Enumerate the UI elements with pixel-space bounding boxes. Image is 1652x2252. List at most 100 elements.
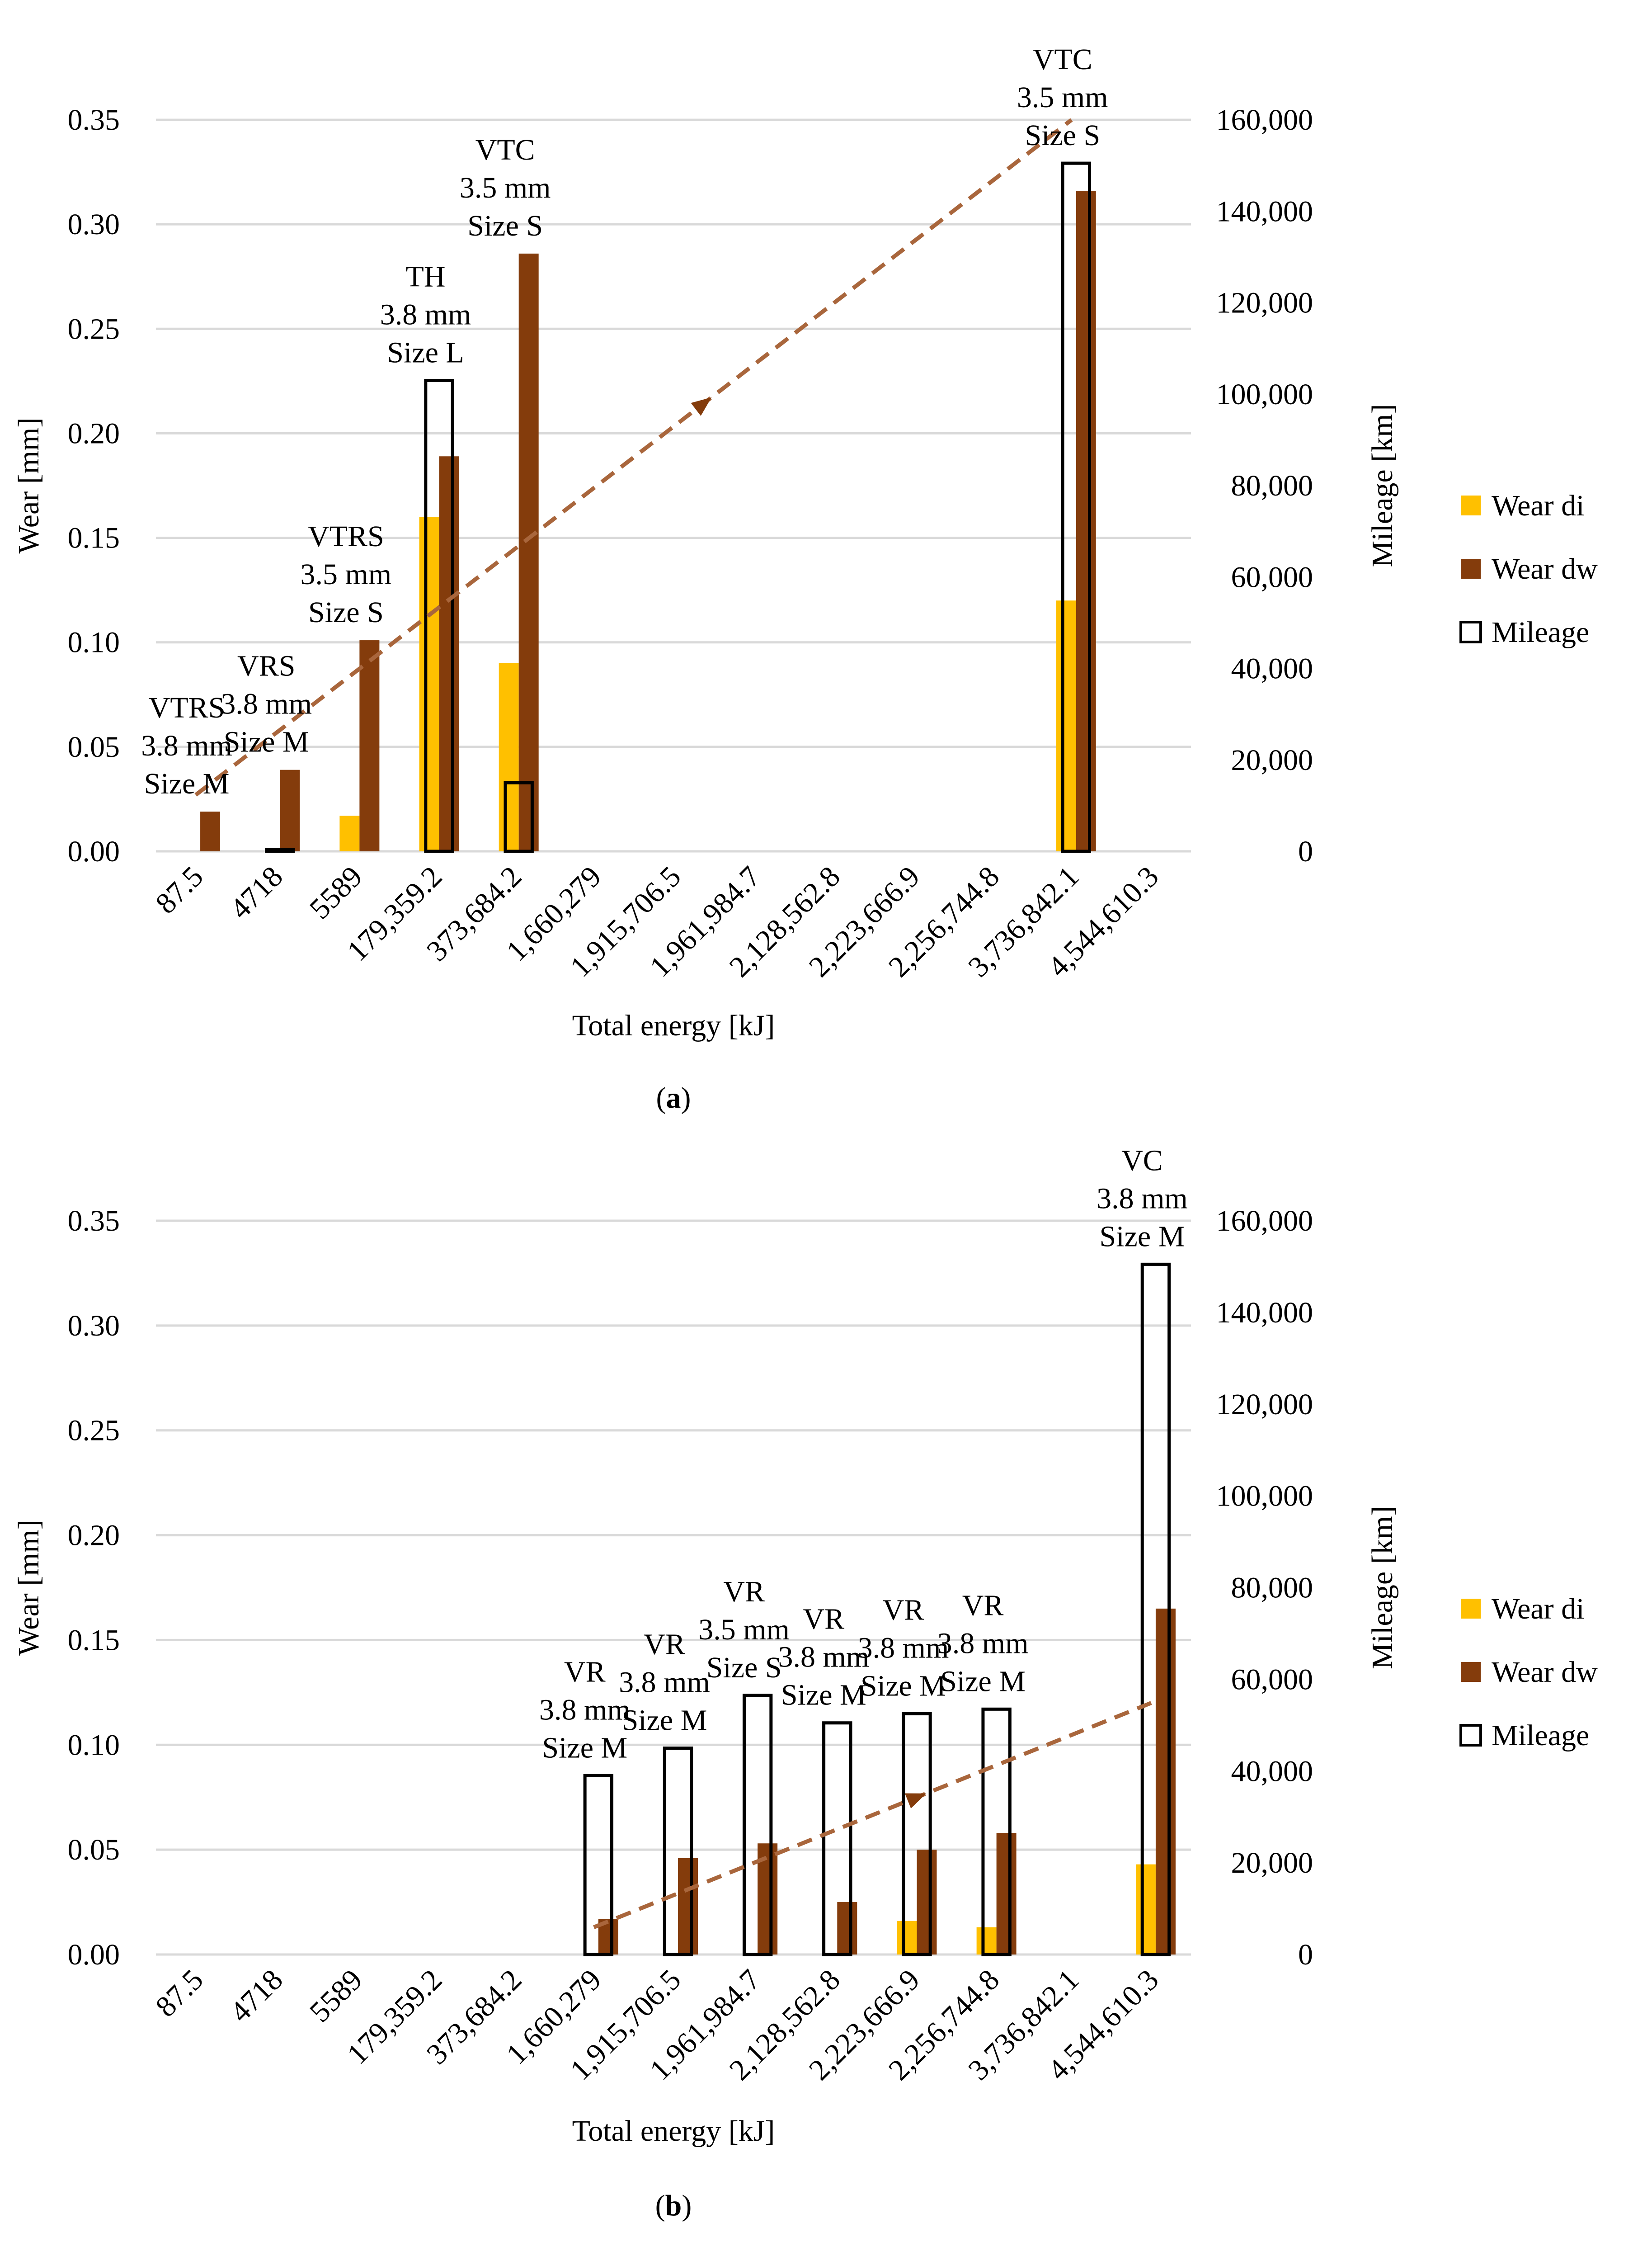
- annotation-label: 3.8 mm: [619, 1666, 710, 1699]
- annotation-label: Size M: [1100, 1220, 1185, 1253]
- panel-label-letter: b: [665, 2189, 682, 2222]
- y-left-axis-title: Wear [mm]: [12, 1520, 45, 1656]
- annotation-label: 3.8 mm: [858, 1631, 949, 1664]
- y-right-tick-label: 160,000: [1216, 104, 1313, 137]
- trend-arrow-icon: [691, 397, 712, 416]
- panel-label-close: ): [681, 1081, 691, 1114]
- annotation-label: VRS: [237, 650, 295, 683]
- y-left-tick-label: 0.25: [68, 1414, 120, 1447]
- y-right-tick-label: 80,000: [1231, 469, 1313, 502]
- y-right-tick-label: 100,000: [1216, 378, 1313, 411]
- chart-panel-b: 0.00 0.05 0.10 0.15 0.20 0.25 0.30 0.35 0 20,000 4…: [12, 1144, 1598, 2222]
- x-tick-label: 5589: [303, 1963, 369, 2029]
- y-left-tick-label: 0.05: [68, 731, 120, 764]
- y-left-tick-label: 0.15: [68, 522, 120, 555]
- annotation-label: 3.5 mm: [460, 171, 551, 204]
- bar-wear-dw: [837, 1902, 857, 1955]
- y-left-axis-title: Wear [mm]: [12, 418, 45, 554]
- y-left-tick-label: 0.35: [68, 1204, 120, 1237]
- trend-line: [194, 118, 1073, 797]
- bar-wear-dw: [917, 1850, 937, 1955]
- bar-wear-dw: [200, 812, 221, 851]
- annotation-label: Size S: [706, 1651, 782, 1684]
- annotation-label: 3.5 mm: [698, 1613, 790, 1646]
- bar-wear-di: [499, 663, 519, 851]
- bar-wear-dw: [518, 253, 539, 852]
- bar-wear-dw: [678, 1858, 698, 1955]
- bar-wear-di: [1135, 1864, 1156, 1955]
- annotation-label: Size M: [781, 1679, 866, 1712]
- bar-mileage: [583, 1774, 614, 1956]
- bar-wear-di: [897, 1921, 917, 1955]
- bar-mileage: [1061, 161, 1091, 853]
- bar-mileage: [663, 1747, 693, 1956]
- annotation-label: Size M: [622, 1704, 707, 1737]
- annotation-label: VTC: [475, 133, 535, 166]
- annotation-label: 3.8 mm: [380, 298, 471, 331]
- x-axis-title: Total energy [kJ]: [572, 2115, 775, 2148]
- bar-wear-dw: [1076, 191, 1096, 852]
- panel-label-close: ): [682, 2189, 692, 2222]
- bar-wear-dw: [996, 1833, 1017, 1955]
- annotation-label: 3.8 mm: [937, 1627, 1029, 1660]
- annotation-label: 3.8 mm: [1097, 1182, 1188, 1215]
- annotation-label: VR: [564, 1655, 606, 1688]
- bar-wear-di: [976, 1927, 997, 1955]
- bar-mileage: [1140, 1262, 1171, 1956]
- y-right-tick-label: 0: [1298, 835, 1313, 868]
- legend-label: Wear dw: [1492, 1656, 1598, 1689]
- bar-mileage: [504, 781, 534, 853]
- annotation-label: Size S: [467, 209, 543, 242]
- bar-mileage: [902, 1712, 932, 1956]
- bar-mileage: [981, 1707, 1012, 1956]
- annotation-label: 3.8 mm: [778, 1641, 869, 1674]
- y-left-tick-label: 0.00: [68, 1938, 120, 1971]
- annotation-label: 3.8 mm: [221, 688, 312, 721]
- x-tick-label: 87.5: [149, 860, 209, 920]
- annotation-label: VTC: [1033, 43, 1092, 76]
- trend-line: [593, 1701, 1152, 1929]
- y-right-tick-label: 100,000: [1216, 1480, 1313, 1513]
- legend-swatch: [1461, 1662, 1481, 1682]
- y-left-tick-label: 0.35: [68, 104, 120, 137]
- y-right-tick-label: 0: [1298, 1938, 1313, 1971]
- bar-wear-dw: [359, 640, 380, 851]
- annotation-label: Size M: [224, 726, 309, 759]
- legend-swatch: [1459, 621, 1482, 643]
- y-right-tick-label: 80,000: [1231, 1572, 1313, 1605]
- y-right-tick-label: 120,000: [1216, 287, 1313, 320]
- annotation-label: Size S: [308, 596, 384, 629]
- legend-label: Wear di: [1492, 489, 1584, 522]
- x-tick-label: 4718: [224, 860, 289, 925]
- annotation-label: Size M: [861, 1669, 946, 1702]
- y-right-axis-title: Mileage [km]: [1366, 1506, 1399, 1669]
- y-right-tick-label: 60,000: [1231, 1663, 1313, 1696]
- annotation-label: VTRS: [149, 691, 225, 724]
- bar-wear-dw: [1155, 1608, 1176, 1955]
- annotation-label: VR: [803, 1603, 844, 1636]
- annotation-label: 3.8 mm: [539, 1693, 631, 1726]
- annotation-label: VR: [644, 1628, 685, 1661]
- x-tick-label: 4718: [224, 1963, 289, 2029]
- x-tick-label: 5589: [303, 860, 369, 925]
- annotation-label: VC: [1121, 1144, 1163, 1177]
- legend-swatch: [1461, 496, 1481, 515]
- y-right-tick-label: 20,000: [1231, 744, 1313, 777]
- y-left-tick-label: 0.15: [68, 1624, 120, 1657]
- legend-label: Wear dw: [1492, 552, 1598, 585]
- chart-panel-a: 0.00 0.05 0.10 0.15 0.20 0.25 0.30 0.35 0 20,000 4…: [12, 43, 1598, 1114]
- panel-label-open: (: [655, 2189, 665, 2222]
- panel-label-open: (: [656, 1081, 666, 1114]
- y-right-tick-label: 120,000: [1216, 1388, 1313, 1421]
- legend-swatch: [1459, 1724, 1482, 1747]
- bar-mileage: [265, 848, 295, 853]
- y-left-tick-label: 0.20: [68, 1519, 120, 1552]
- bar-mileage: [742, 1694, 773, 1956]
- legend-swatch: [1461, 559, 1481, 579]
- annotation-label: Size L: [387, 336, 464, 369]
- annotation-label: Size M: [144, 767, 230, 800]
- bar-wear-di: [1056, 600, 1076, 851]
- bar-wear-di: [419, 517, 439, 851]
- bar-wear-dw: [439, 456, 459, 851]
